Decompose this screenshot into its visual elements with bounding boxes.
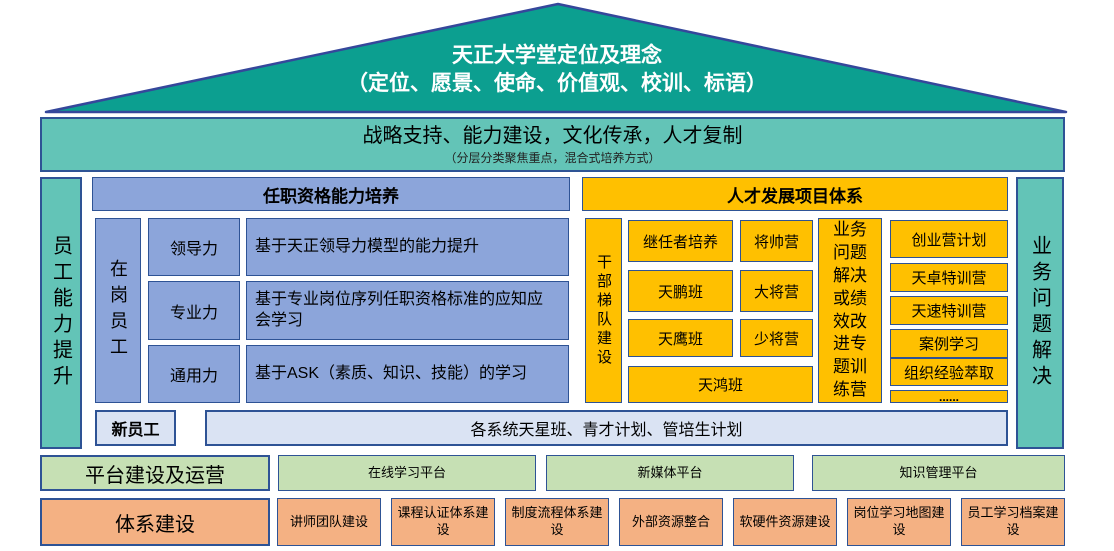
program-case-study: 案例学习	[890, 329, 1008, 358]
new-staff-label: 新员工	[95, 410, 176, 446]
program-ellipsis: ......	[890, 390, 1008, 403]
platform-new-media: 新媒体平台	[546, 455, 794, 491]
competency-desc-leadership: 基于天正领导力模型的能力提升	[246, 218, 569, 276]
left-rail-employee-capability: 员工能力提升	[40, 177, 82, 449]
talent-header: 人才发展项目体系	[582, 177, 1008, 211]
system-external-resources: 外部资源整合	[619, 498, 723, 546]
platform-knowledge-management: 知识管理平台	[812, 455, 1065, 491]
system-trainer-team: 讲师团队建设	[277, 498, 381, 546]
program-jiangshuai-camp: 将帅营	[740, 220, 813, 262]
onjob-staff-box: 在岗员工	[95, 218, 141, 403]
platform-row-label: 平台建设及运营	[40, 455, 270, 491]
competency-label-leadership: 领导力	[148, 218, 240, 276]
program-tianzhuo-camp: 天卓特训营	[890, 263, 1008, 292]
program-shaojiang-camp: 少将营	[740, 319, 813, 357]
competency-desc-general: 基于ASK（素质、知识、技能）的学习	[246, 345, 569, 403]
system-course-certification: 课程认证体系建设	[391, 498, 495, 546]
program-startup-camp: 创业营计划	[890, 220, 1008, 258]
program-tianpeng-class: 天鹏班	[628, 270, 733, 312]
system-learning-map: 岗位学习地图建设	[847, 498, 951, 546]
banner-subtitle: （分层分类聚焦重点，混合式培养方式）	[444, 150, 661, 165]
cadre-ladder-box: 干部梯队建设	[585, 218, 622, 403]
roof-title: 天正大学堂定位及理念	[452, 44, 662, 67]
competency-label-general: 通用力	[148, 345, 240, 403]
strategy-banner: 战略支持、能力建设，文化传承，人才复制 （分层分类聚焦重点，混合式培养方式）	[40, 117, 1065, 172]
competency-desc-professional: 基于专业岗位序列任职资格标准的应知应会学习	[246, 281, 569, 340]
banner-title: 战略支持、能力建设，文化传承，人才复制	[362, 124, 743, 147]
qualification-header: 任职资格能力培养	[92, 177, 570, 211]
strategy-banner-text: 战略支持、能力建设，文化传承，人才复制 （分层分类聚焦重点，混合式培养方式）	[363, 124, 743, 166]
roof-subtitle: （定位、愿景、使命、价值观、校训、标语）	[347, 72, 767, 95]
program-dajiang-camp: 大将营	[740, 270, 813, 312]
new-staff-programs: 各系统天星班、青才计划、管培生计划	[205, 410, 1008, 446]
program-tiansu-camp: 天速特训营	[890, 296, 1008, 325]
system-process-system: 制度流程体系建设	[505, 498, 609, 546]
system-learning-archive: 员工学习档案建设	[961, 498, 1065, 546]
roof-text-block: 天正大学堂定位及理念 （定位、愿景、使命、价值观、校训、标语）	[157, 42, 957, 98]
right-rail-business-problem: 业务问题解决	[1016, 177, 1064, 449]
roof-triangle-shape	[44, 2, 1068, 114]
special-training-camp-box: 业务问题解决或绩效改进专题训练营	[818, 218, 882, 403]
system-hardware-software: 软硬件资源建设	[733, 498, 837, 546]
program-knowledge-extraction: 组织经验萃取	[890, 358, 1008, 386]
program-tianying-class: 天鹰班	[628, 319, 733, 357]
program-successor-training: 继任者培养	[628, 220, 733, 262]
system-row-label: 体系建设	[40, 498, 270, 546]
program-tianhong-class: 天鸿班	[628, 366, 813, 403]
competency-label-professional: 专业力	[148, 281, 240, 340]
platform-online-learning: 在线学习平台	[278, 455, 536, 491]
